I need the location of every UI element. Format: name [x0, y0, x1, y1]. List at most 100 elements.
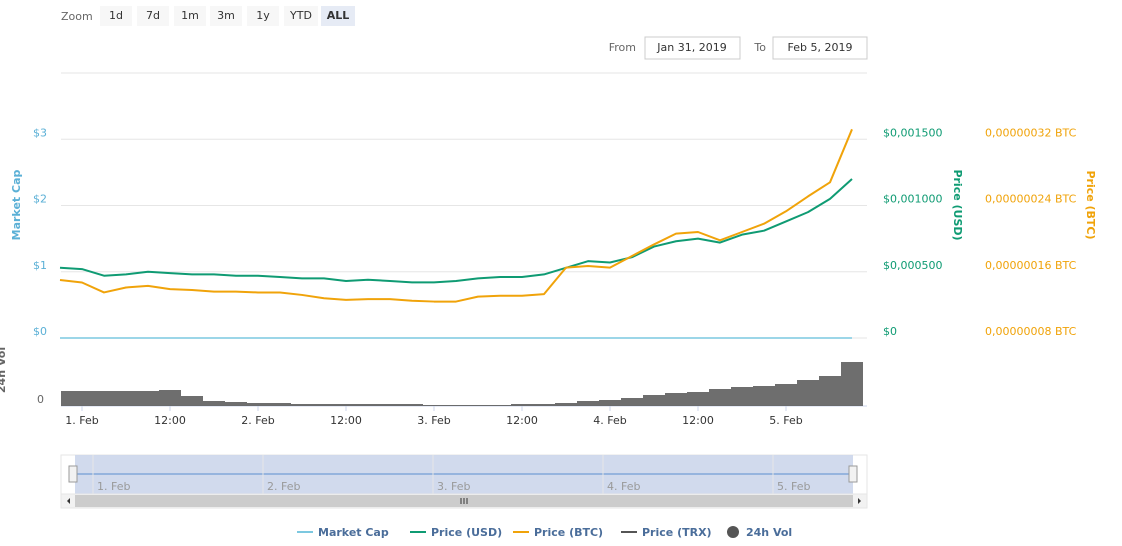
y-axis-title: Market Cap: [10, 170, 23, 241]
legend-label[interactable]: Price (USD): [431, 526, 502, 539]
volume-bar: [445, 405, 467, 406]
to-input[interactable]: [772, 36, 868, 60]
volume-axis-title: 24h Vol: [0, 347, 8, 393]
volume-bar: [643, 395, 665, 406]
zoom-button[interactable]: [247, 6, 279, 26]
volume-bar: [181, 396, 203, 406]
volume-tick-label: 0: [37, 393, 44, 406]
volume-bar: [401, 404, 423, 406]
volume-bar: [841, 362, 863, 406]
navigator-handle-right[interactable]: [848, 465, 858, 483]
volume-bar: [93, 391, 115, 406]
from-input[interactable]: [644, 36, 741, 60]
volume-bar: [313, 404, 335, 406]
zoom-button-label[interactable]: 1y: [256, 9, 270, 22]
x-tick-label: 12:00: [682, 414, 714, 427]
volume-bar: [423, 405, 445, 406]
zoom-button-label[interactable]: YTD: [289, 9, 312, 22]
zoom-button-label[interactable]: 3m: [217, 9, 235, 22]
from-value[interactable]: Jan 31, 2019: [656, 41, 726, 54]
volume-bar: [115, 391, 137, 406]
zoom-button[interactable]: [210, 6, 242, 26]
x-tick-label: 3. Feb: [417, 414, 450, 427]
volume-bar: [687, 392, 709, 406]
navigator-label: 1. Feb: [97, 480, 130, 493]
to-label: To: [753, 41, 766, 54]
y3-tick-label: 0,00000024 BTC: [985, 193, 1077, 206]
zoom-button-label[interactable]: ALL: [327, 9, 350, 22]
x-tick-label: 12:00: [330, 414, 362, 427]
volume-bar: [577, 401, 599, 406]
y2-tick-label: $0,000500: [883, 259, 943, 272]
series-line: [59, 178, 853, 284]
zoom-button[interactable]: [100, 6, 132, 26]
legend-label[interactable]: Market Cap: [318, 526, 389, 539]
volume-bar: [511, 404, 533, 406]
volume-bar: [379, 404, 401, 406]
y3-tick-label: 0,00000032 BTC: [985, 126, 1077, 139]
x-tick-label: 2. Feb: [241, 414, 274, 427]
zoom-button-label[interactable]: 1m: [181, 9, 199, 22]
volume-bar: [269, 403, 291, 406]
navigator-label: 2. Feb: [267, 480, 300, 493]
y-tick-label: $0: [33, 325, 47, 338]
y-tick-label: $2: [33, 193, 47, 206]
navigator-label: 3. Feb: [437, 480, 470, 493]
volume-bar: [61, 391, 71, 406]
x-tick-label: 5. Feb: [769, 414, 802, 427]
zoom-button[interactable]: [284, 6, 318, 26]
to-value[interactable]: Feb 5, 2019: [788, 41, 853, 54]
volume-bar: [247, 403, 269, 406]
zoom-button[interactable]: [321, 6, 355, 26]
from-label: From: [609, 41, 636, 54]
volume-bar: [335, 404, 357, 406]
volume-bar: [665, 393, 687, 406]
legend-label[interactable]: Price (BTC): [534, 526, 603, 539]
y2-tick-label: $0,001000: [883, 193, 943, 206]
y3-tick-label: 0,00000008 BTC: [985, 325, 1077, 338]
volume-bar: [533, 404, 555, 406]
volume-bar: [203, 401, 225, 406]
volume-bar: [709, 389, 731, 406]
volume-bar: [71, 391, 93, 406]
y-tick-label: $3: [33, 126, 47, 139]
volume-bar: [731, 387, 753, 406]
scrollbar-left-arrow[interactable]: [67, 498, 70, 504]
volume-bar: [137, 391, 159, 406]
legend-label[interactable]: Price (TRX): [642, 526, 712, 539]
x-tick-label: 4. Feb: [593, 414, 626, 427]
zoom-button-label[interactable]: 7d: [146, 9, 160, 22]
y3-tick-label: 0,00000016 BTC: [985, 259, 1077, 272]
volume-bar: [291, 404, 313, 406]
y-tick-label: $1: [33, 259, 47, 272]
volume-bar: [775, 384, 797, 406]
series-line: [59, 128, 853, 303]
scrollbar-right-arrow[interactable]: [858, 498, 861, 504]
legend-symbol[interactable]: [727, 526, 739, 538]
y2-tick-label: $0: [883, 325, 897, 338]
x-tick-label: 12:00: [506, 414, 538, 427]
y2-tick-label: $0,001500: [883, 126, 943, 139]
volume-bar: [489, 405, 511, 406]
y2-axis-title: Price (USD): [951, 169, 964, 240]
volume-bar: [225, 402, 247, 406]
volume-bar: [467, 405, 489, 406]
legend-label[interactable]: 24h Vol: [746, 526, 792, 539]
x-tick-label: 12:00: [154, 414, 186, 427]
navigator-label: 4. Feb: [607, 480, 640, 493]
volume-bar: [555, 403, 577, 406]
zoom-button[interactable]: [174, 6, 206, 26]
zoom-button-label[interactable]: 1d: [109, 9, 123, 22]
y3-axis-title: Price (BTC): [1084, 170, 1097, 239]
navigator-label: 5. Feb: [777, 480, 810, 493]
volume-bar: [599, 400, 621, 406]
volume-bar: [819, 376, 841, 406]
scrollbar-grip: [460, 498, 468, 504]
zoom-button[interactable]: [137, 6, 169, 26]
volume-bar: [797, 380, 819, 406]
navigator-handle-left[interactable]: [68, 465, 78, 483]
volume-bar: [621, 398, 643, 406]
zoom-label: Zoom: [61, 10, 93, 23]
volume-bar: [357, 404, 379, 406]
